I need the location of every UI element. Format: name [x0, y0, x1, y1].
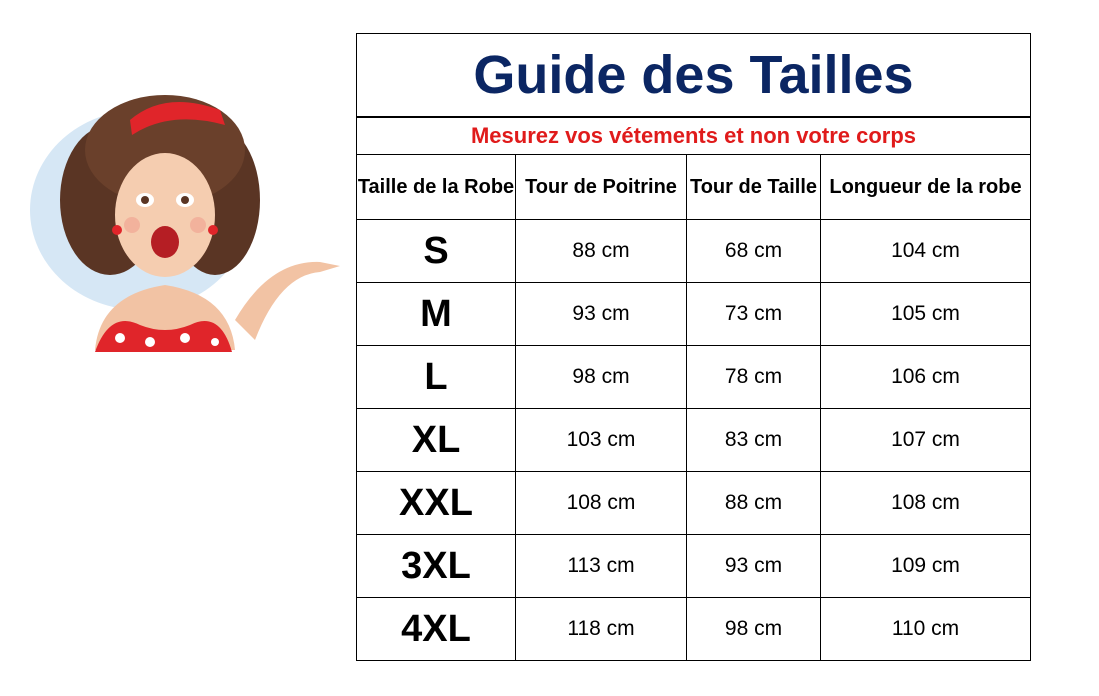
cell-bust: 113 cm — [515, 534, 687, 598]
pinup-illustration — [30, 95, 340, 352]
size-table: Taille de la Robe Tour de Poitrine Tour … — [357, 155, 1030, 660]
cell-size: XL — [357, 408, 516, 472]
table-row: S 88 cm 68 cm 104 cm — [357, 219, 1030, 283]
table-row: L 98 cm 78 cm 106 cm — [357, 345, 1030, 409]
cell-length: 109 cm — [820, 534, 1030, 598]
cell-length: 104 cm — [820, 219, 1030, 283]
size-guide-table: Guide des Tailles Mesurez vos vétements … — [356, 33, 1031, 661]
cell-size: M — [357, 282, 516, 346]
table-row: 3XL 113 cm 93 cm 109 cm — [357, 534, 1030, 598]
header-size: Taille de la Robe — [357, 155, 516, 220]
cell-bust: 93 cm — [515, 282, 687, 346]
cell-waist: 73 cm — [686, 282, 821, 346]
cell-length: 107 cm — [820, 408, 1030, 472]
cell-waist: 98 cm — [686, 597, 821, 660]
guide-subtitle: Mesurez vos vétements et non votre corps — [357, 118, 1030, 155]
header-waist: Tour de Taille — [686, 155, 821, 220]
cell-length: 105 cm — [820, 282, 1030, 346]
cell-waist: 93 cm — [686, 534, 821, 598]
cell-size: L — [357, 345, 516, 409]
cell-bust: 103 cm — [515, 408, 687, 472]
cell-size: 4XL — [357, 597, 516, 660]
cell-size: S — [357, 219, 516, 283]
table-row: XL 103 cm 83 cm 107 cm — [357, 408, 1030, 472]
cell-bust: 118 cm — [515, 597, 687, 660]
header-length: Longueur de la robe — [820, 155, 1030, 220]
cell-length: 108 cm — [820, 471, 1030, 535]
cell-length: 106 cm — [820, 345, 1030, 409]
cell-bust: 88 cm — [515, 219, 687, 283]
table-row: M 93 cm 73 cm 105 cm — [357, 282, 1030, 346]
cell-size: XXL — [357, 471, 516, 535]
table-row: XXL 108 cm 88 cm 108 cm — [357, 471, 1030, 535]
guide-title: Guide des Tailles — [357, 34, 1030, 118]
cell-length: 110 cm — [820, 597, 1030, 660]
header-bust: Tour de Poitrine — [515, 155, 687, 220]
cell-waist: 78 cm — [686, 345, 821, 409]
cell-waist: 83 cm — [686, 408, 821, 472]
cell-waist: 68 cm — [686, 219, 821, 283]
cell-bust: 108 cm — [515, 471, 687, 535]
cell-size: 3XL — [357, 534, 516, 598]
table-row: 4XL 118 cm 98 cm 110 cm — [357, 597, 1030, 660]
cell-waist: 88 cm — [686, 471, 821, 535]
header-row: Taille de la Robe Tour de Poitrine Tour … — [357, 155, 1030, 220]
cell-bust: 98 cm — [515, 345, 687, 409]
